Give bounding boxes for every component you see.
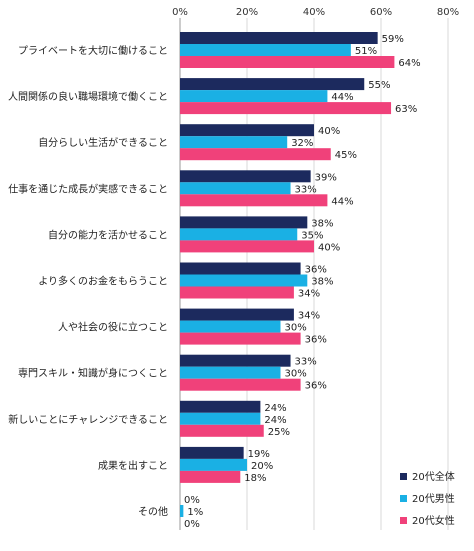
x-tick-label: 40% <box>303 7 325 18</box>
data-label: 38% <box>311 218 333 229</box>
data-label: 25% <box>268 427 290 438</box>
bar <box>180 412 261 425</box>
data-label: 36% <box>305 335 327 346</box>
category-labels: プライベートを大切に働けること人間関係の良い職場環境で働くこと自分らしい生活がで… <box>8 44 168 518</box>
data-label: 24% <box>264 415 286 426</box>
bar <box>180 458 247 471</box>
data-label: 40% <box>318 242 340 253</box>
data-labels: 59%51%64%55%44%63%40%32%45%39%33%44%38%3… <box>184 34 421 530</box>
category-label: プライベートを大切に働けること <box>18 44 168 57</box>
bar <box>180 308 294 321</box>
category-label: その他 <box>138 505 168 518</box>
data-label: 1% <box>187 507 203 518</box>
bar <box>180 90 328 103</box>
data-label: 33% <box>295 184 317 195</box>
bar <box>180 320 281 333</box>
bar <box>180 182 291 195</box>
bar <box>180 124 314 137</box>
bar <box>180 32 378 44</box>
category-label: 新しいことにチャレンジできること <box>8 413 168 426</box>
bar <box>180 228 298 241</box>
category-label: 人や社会の役に立つこと <box>58 321 168 334</box>
data-label: 30% <box>285 369 307 380</box>
bar <box>180 366 281 379</box>
legend-swatch <box>400 517 407 524</box>
bar <box>180 170 311 183</box>
legend-swatch <box>400 473 407 480</box>
bar <box>180 148 331 161</box>
bar <box>180 424 264 437</box>
bar <box>180 78 365 91</box>
bar <box>180 286 294 299</box>
data-label: 36% <box>305 265 327 276</box>
bar <box>180 378 301 391</box>
x-axis-ticks: 0% 20% 40% 60% 80% <box>172 7 459 18</box>
category-label: 仕事を通じた成長が実感できること <box>8 182 168 195</box>
data-label: 63% <box>395 104 417 115</box>
data-label: 0% <box>184 495 200 506</box>
data-label: 18% <box>244 473 266 484</box>
category-label: 専門スキル・知識が身につくこと <box>18 367 168 380</box>
data-label: 30% <box>285 323 307 334</box>
bar <box>180 240 314 253</box>
category-label: 人間関係の良い職場環境で働くこと <box>8 90 168 103</box>
bar <box>180 194 328 207</box>
data-label: 33% <box>295 357 317 368</box>
data-label: 44% <box>331 196 353 207</box>
data-label: 51% <box>355 46 377 57</box>
data-label: 59% <box>382 34 404 45</box>
data-label: 24% <box>264 403 286 414</box>
data-label: 39% <box>315 172 337 183</box>
category-label: より多くのお金をもらうこと <box>38 275 168 288</box>
bar <box>180 332 301 345</box>
bar <box>180 354 291 367</box>
legend: 20代全体 20代男性 20代女性 <box>400 470 455 527</box>
x-tick-label: 0% <box>172 7 188 18</box>
x-tick-label: 80% <box>437 7 459 18</box>
data-label: 32% <box>291 138 313 149</box>
data-label: 55% <box>368 80 390 91</box>
data-label: 35% <box>301 230 323 241</box>
bars <box>180 32 395 517</box>
bar <box>180 136 288 149</box>
bar <box>180 102 392 115</box>
x-tick-label: 60% <box>370 7 392 18</box>
data-label: 45% <box>335 150 357 161</box>
data-label: 36% <box>305 381 327 392</box>
data-label: 0% <box>184 519 200 530</box>
legend-label: 20代全体 <box>412 470 455 483</box>
bar <box>180 274 308 287</box>
bar <box>180 505 184 517</box>
data-label: 64% <box>398 58 420 69</box>
bar <box>180 216 308 229</box>
data-label: 40% <box>318 126 340 137</box>
x-tick-label: 20% <box>236 7 258 18</box>
bar <box>180 446 244 459</box>
data-label: 34% <box>298 289 320 300</box>
bar <box>180 56 395 68</box>
bar <box>180 400 261 413</box>
bar <box>180 262 301 275</box>
data-label: 34% <box>298 311 320 322</box>
category-label: 自分の能力を活かせること <box>48 228 168 241</box>
category-label: 成果を出すこと <box>98 459 168 472</box>
bar <box>180 470 241 483</box>
legend-swatch <box>400 495 407 502</box>
bar <box>180 44 351 56</box>
data-label: 20% <box>251 461 273 472</box>
data-label: 38% <box>311 277 333 288</box>
legend-label: 20代女性 <box>412 514 455 527</box>
category-label: 自分らしい生活ができること <box>38 136 168 149</box>
legend-label: 20代男性 <box>412 492 455 505</box>
data-label: 44% <box>331 92 353 103</box>
data-label: 19% <box>248 449 270 460</box>
